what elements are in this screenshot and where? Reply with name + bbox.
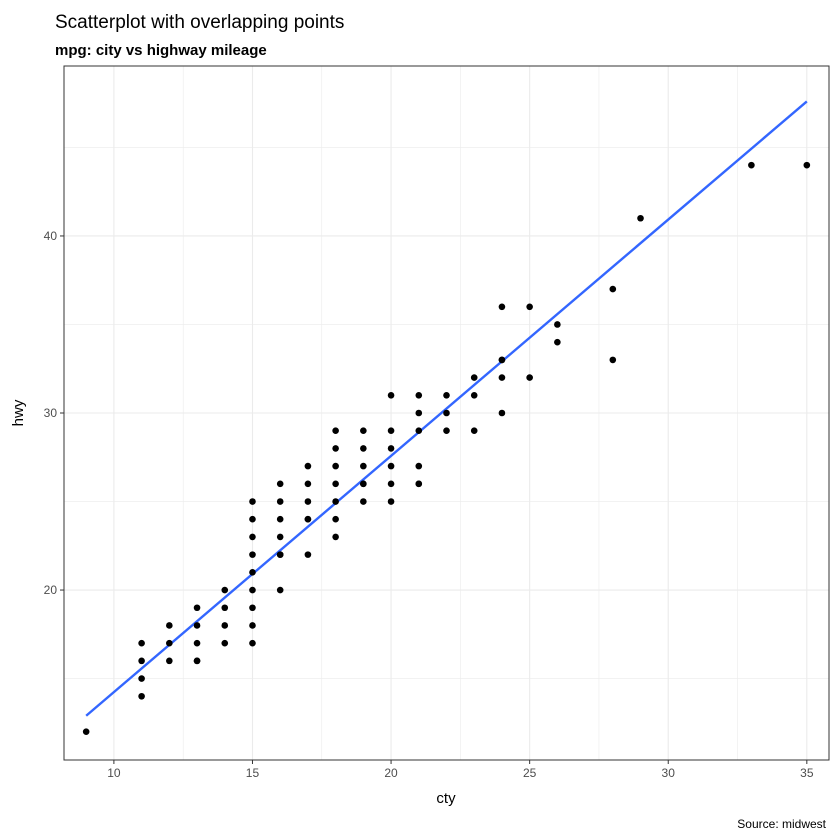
data-point [443,409,450,417]
data-point [221,586,229,594]
data-point [249,551,256,558]
data-point [609,356,617,364]
data-point [276,498,284,505]
data-point [470,374,478,381]
data-point [332,533,339,541]
data-point [387,462,395,470]
data-point [166,639,173,647]
data-point [332,462,339,470]
chart-subtitle: mpg: city vs highway mileage [55,42,267,59]
data-point [276,586,284,594]
data-point [332,515,339,523]
data-point [138,657,145,665]
data-point [415,480,423,488]
data-point [304,480,312,488]
data-point [276,551,284,558]
data-point [249,533,256,541]
x-axis-title: cty [436,790,456,807]
data-point [415,409,423,417]
x-tick-label: 15 [246,766,260,780]
data-point [276,515,284,523]
data-point [193,604,201,612]
data-points [82,161,811,735]
data-point [166,657,173,665]
data-point [138,675,145,682]
data-point [249,569,256,576]
data-point [221,604,229,612]
data-point [360,427,367,435]
x-tick-label: 20 [384,766,398,780]
data-point [387,427,395,435]
data-point [193,622,201,629]
data-point [166,622,173,629]
data-point [332,480,339,488]
data-point [360,462,367,470]
data-point [193,657,201,665]
data-point [276,533,284,541]
data-point [304,515,312,523]
chart-title: Scatterplot with overlapping points [55,12,344,33]
data-point [443,391,450,399]
data-point [138,639,145,647]
data-point [498,303,506,311]
data-point [304,462,312,470]
data-point [221,622,229,629]
data-point [82,728,90,735]
data-point [249,515,256,523]
data-point [387,480,395,488]
y-tick-label: 20 [44,583,58,597]
y-tick-label: 40 [44,229,58,243]
chart-caption: Source: midwest [737,817,826,831]
data-point [498,374,506,381]
data-point [249,639,256,647]
data-point [249,622,256,629]
data-point [360,480,367,488]
y-tick-label: 30 [44,406,58,420]
y-axis-title: hwy [10,399,27,426]
data-point [387,445,395,452]
data-point [415,462,423,470]
data-point [554,338,561,346]
data-point [304,498,312,505]
data-point [360,445,367,452]
data-point [637,214,644,222]
x-tick-label: 30 [662,766,676,780]
data-point [443,427,450,435]
data-point [249,498,256,505]
data-point [498,356,506,364]
data-point [526,303,533,311]
data-point [387,498,395,505]
data-point [415,427,423,435]
data-point [304,551,312,558]
data-point [803,161,811,169]
regression-line [85,100,808,717]
data-point [276,480,284,488]
data-point [387,391,395,399]
data-point [249,586,256,594]
data-point [249,604,256,612]
data-point [554,321,561,328]
data-point [609,285,617,293]
data-point [415,391,423,399]
data-point [332,427,339,435]
data-point [498,409,506,417]
data-point [748,161,755,169]
data-point [470,427,478,435]
axis-ticks: 10 15 20 25 30 35 20 30 40 [44,229,814,780]
data-point [332,445,339,452]
x-tick-label: 25 [523,766,537,780]
data-point [138,692,145,700]
x-tick-label: 10 [107,766,121,780]
data-point [221,639,229,647]
x-tick-label: 35 [800,766,814,780]
fit-line [85,100,808,717]
data-point [526,374,533,381]
data-point [360,498,367,505]
data-point [332,498,339,505]
data-point [470,391,478,399]
data-point [193,639,201,647]
